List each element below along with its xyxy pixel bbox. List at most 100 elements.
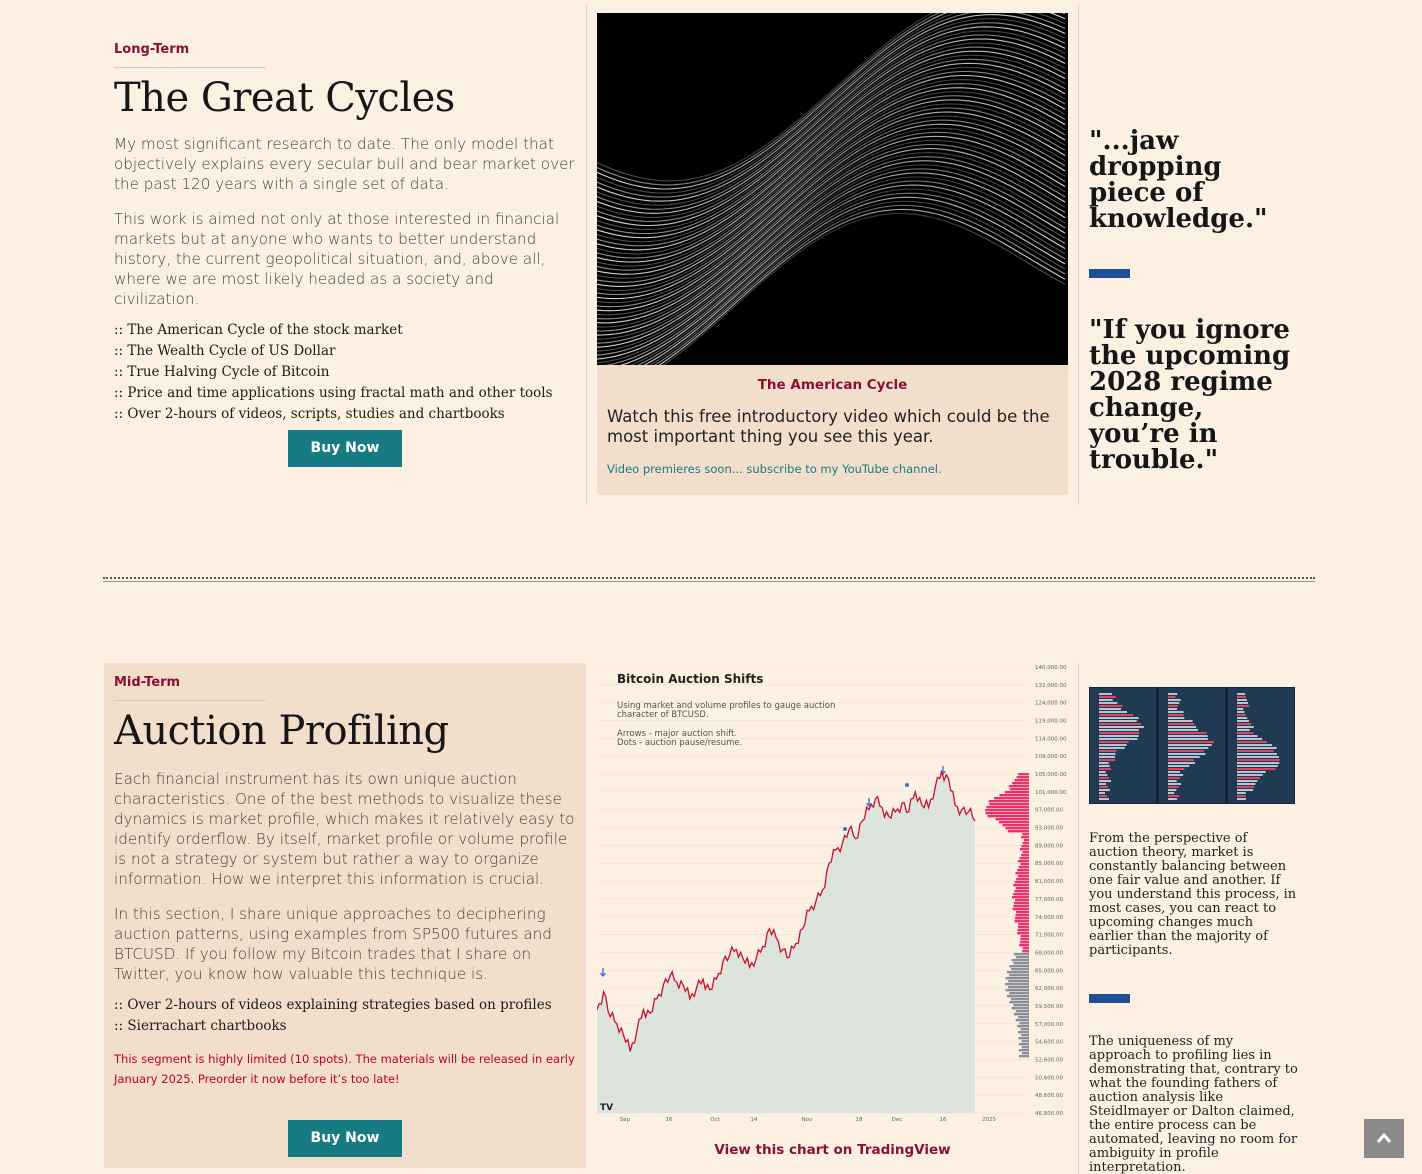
thumbnail-profile-bar [1168,789,1177,791]
volume-profile-bar [1017,1031,1029,1034]
thumbnail-profile-bar [1099,720,1137,722]
y-tick-label: 105,000.00 [1035,772,1067,778]
y-tick-label: 114,000.00 [1035,736,1067,742]
american-cycle-video-thumbnail[interactable] [597,13,1068,365]
y-tick-label: 74,000.00 [1035,915,1063,921]
thumbnail-profile-bar [1099,705,1123,707]
volume-profile-bar [1012,896,1029,899]
thumbnail-profile-bar [1168,792,1175,794]
wave-line [597,13,1066,186]
thumbnail-profile-bar [1237,738,1263,740]
y-tick-label: 89,000.00 [1035,843,1063,849]
thumbnail-profile-bar [1099,795,1108,797]
volume-profile-bar [1018,1049,1029,1052]
chevron-up-icon [1376,1132,1392,1143]
thumbnail-profile-bar [1168,765,1190,767]
wave-line [597,95,1066,283]
wave-line [597,119,1066,308]
y-tick-label: 119,000.00 [1035,719,1067,725]
y-tick-label: 85,000.00 [1035,861,1063,867]
volume-profile-bar [1017,860,1029,863]
volume-profile-bar [1015,887,1029,890]
longterm-section: Long-Term The Great Cycles My most signi… [114,42,578,425]
thumbnail-profile-bar [1237,765,1278,767]
volume-profile-bar [1007,995,1029,998]
volume-profile-bar [1018,866,1029,869]
auction-pause-dot [905,783,909,787]
thumbnail-profile-bar [1099,717,1139,719]
thumbnail-profile-bar [1237,777,1260,779]
thumbnail-profile-bar [1168,768,1185,770]
thumbnail-profile-bar [1237,783,1256,785]
volume-profile-bar [1016,776,1029,779]
column-divider [586,4,587,505]
thumbnail-profile-bar [1237,750,1274,752]
wave-line [597,135,1066,324]
volume-profile-bar [1014,881,1029,884]
thumbnail-profile-bar [1237,702,1249,704]
volume-profile-bar [1021,1052,1029,1055]
testimonial-quote-2: "If you ignore the upcoming 2028 regime … [1089,315,1291,475]
y-tick-label: 59,500.00 [1035,1004,1063,1010]
wave-line [597,30,1066,218]
y-tick-label: 62,000.00 [1035,986,1063,992]
thumbnail-profile-bar [1099,780,1112,782]
testimonial-column: "...jaw dropping piece of knowledge." "I… [1089,128,1299,473]
thumbnail-profile-bar [1099,729,1139,731]
volume-profile-bar [1018,923,1029,926]
thumbnail-profile-bar [1168,744,1212,746]
wave-line [620,184,1066,365]
volume-profile-bar [1019,944,1029,947]
youtube-subscribe-link[interactable]: Video premieres soon... subscribe to my … [607,462,942,476]
wave-line [597,168,1066,356]
volume-profile-bar [1015,956,1029,959]
wave-line [597,66,1066,255]
midterm-paragraph-1: Each financial instrument has its own un… [114,770,575,888]
wave-line [597,91,1066,279]
buy-now-button-midterm[interactable]: Buy Now [288,1120,402,1157]
bitcoin-chart-panel[interactable]: 140,000.00 132,000.00 124,000.00 119,000.00… [596,663,1068,1128]
testimonial-quote-1: "...jaw dropping piece of knowledge." [1089,126,1268,234]
y-tick-label: 77,000.00 [1035,897,1063,903]
profile-info-column: From the perspective of auction theory, … [1088,686,1299,1174]
wave-art-image [597,13,1068,365]
thumbnail-profile-bar [1237,771,1266,773]
volume-profile-bar [1009,992,1029,995]
volume-profile-bar [1011,968,1029,971]
thumbnail-profile-bar [1099,723,1141,725]
midterm-title: Auction Profiling [114,708,449,754]
y-tick-label: 109,000.00 [1035,754,1067,760]
price-series-line [596,769,976,1052]
chart-title: Bitcoin Auction Shifts [617,672,763,686]
scroll-to-top-button[interactable] [1364,1119,1404,1158]
thumbnail-profile-bar [1168,723,1195,725]
thumbnail-profile-bar [1168,786,1179,788]
thumbnail-profile-bar [1237,786,1254,788]
thumbnail-profile-bar [1168,729,1198,731]
thumbnail-profile-bar [1168,711,1184,713]
y-tick-label: 46,800.00 [1035,1111,1063,1117]
volume-profile-bar [1005,977,1029,980]
paragraph-separator-bar [1089,994,1130,1003]
thumbnail-profile-bar [1237,732,1254,734]
thumbnail-profile-bar [1237,747,1277,749]
wave-line [597,38,1066,227]
thumbnail-profile-bar [1168,795,1180,797]
tradingview-chart-link[interactable]: View this chart on TradingView [714,1142,951,1158]
volume-profile-bar [1018,1055,1029,1058]
volume-profile-bar [993,797,1029,800]
volume-profile-bar [989,803,1029,806]
volume-profile-bar [1007,971,1029,974]
auction-pause-dot [843,827,847,831]
volume-profile-bar [1020,863,1029,866]
buy-now-button-longterm[interactable]: Buy Now [288,430,402,467]
chart-description-3: Arrows - major auction shift. [617,729,737,739]
volume-profile-bar [1016,911,1029,914]
thumbnail-profile-bar [1237,720,1250,722]
longterm-title: The Great Cycles [114,75,455,121]
wave-line [597,13,1066,190]
thumbnail-profile-bar [1168,717,1185,719]
thumbnail-profile-bar [1099,765,1110,767]
wave-line [597,87,1066,275]
volume-profile-bar [1014,920,1029,923]
